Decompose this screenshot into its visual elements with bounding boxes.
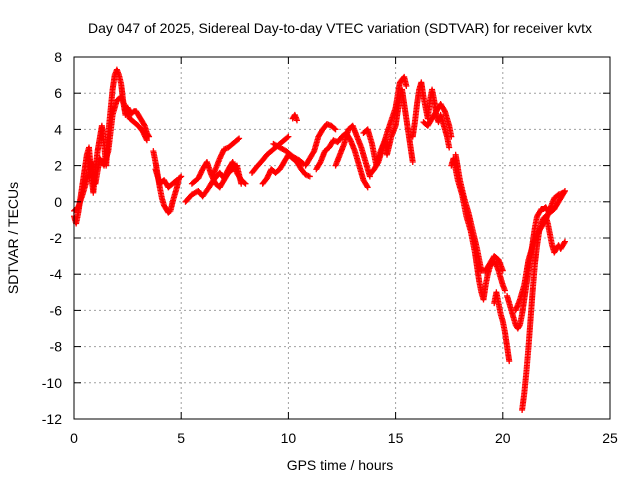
series-segment xyxy=(289,111,300,124)
x-tick-label: 0 xyxy=(70,430,78,446)
series-segment xyxy=(519,213,568,413)
data-point xyxy=(501,287,508,294)
data-point xyxy=(285,133,292,140)
y-axis-label: SDTVAR / TECUs xyxy=(5,182,21,294)
y-tick-label: 4 xyxy=(54,121,62,137)
x-tick-label: 10 xyxy=(281,430,297,446)
data-point xyxy=(141,121,148,128)
data-point xyxy=(516,323,523,330)
data-point xyxy=(506,358,513,365)
y-tick-label: -4 xyxy=(50,266,63,282)
series-segment xyxy=(512,189,566,314)
data-point xyxy=(499,267,506,274)
series-segment xyxy=(420,101,455,140)
data-point xyxy=(306,173,313,180)
axis-ticks: 0 5 10 15 20 25 -12 -10 -8 -6 -4 -2 0 2 4 6 8 xyxy=(42,49,618,446)
y-tick-label: -12 xyxy=(42,411,62,427)
data-point xyxy=(310,149,317,156)
data-point xyxy=(178,173,185,180)
data-point xyxy=(235,136,242,143)
data-point xyxy=(559,189,566,196)
y-tick-label: 0 xyxy=(54,194,62,210)
data-point xyxy=(236,135,243,142)
series-segment xyxy=(302,120,339,169)
data-point xyxy=(409,158,416,165)
data-point xyxy=(403,82,410,89)
grid-lines xyxy=(74,57,610,419)
data-point xyxy=(448,133,455,140)
data-point xyxy=(177,174,184,181)
x-tick-label: 25 xyxy=(602,430,618,446)
y-tick-label: -8 xyxy=(50,339,63,355)
data-point xyxy=(172,177,179,184)
data-point xyxy=(331,125,338,132)
y-tick-label: -2 xyxy=(50,230,63,246)
data-point xyxy=(284,134,291,141)
x-tick-label: 15 xyxy=(388,430,404,446)
x-tick-label: 20 xyxy=(495,430,511,446)
data-point xyxy=(173,177,180,184)
data-point xyxy=(238,180,245,187)
series-segment xyxy=(313,130,371,191)
y-tick-label: -6 xyxy=(50,302,63,318)
series-segment xyxy=(491,289,513,365)
data-point xyxy=(441,107,448,114)
y-tick-label: 6 xyxy=(54,85,62,101)
y-tick-label: -10 xyxy=(42,375,62,391)
series-segment xyxy=(210,135,243,178)
chart-title: Day 047 of 2025, Sidereal Day-to-day VTE… xyxy=(88,20,592,36)
y-tick-label: 8 xyxy=(54,49,62,65)
series-segment xyxy=(366,73,410,178)
series-segment xyxy=(270,140,307,167)
data-point xyxy=(364,183,371,190)
series-sdtvar xyxy=(71,66,568,413)
data-point xyxy=(561,238,568,245)
data-point xyxy=(446,144,453,151)
data-point xyxy=(332,126,339,133)
data-point xyxy=(374,160,381,167)
x-tick-label: 5 xyxy=(177,430,185,446)
data-points xyxy=(71,66,568,413)
series-segment xyxy=(409,79,453,151)
data-point xyxy=(293,117,300,124)
data-point xyxy=(143,137,150,144)
data-point xyxy=(364,184,371,191)
data-point xyxy=(561,239,568,246)
series-segment xyxy=(152,166,180,191)
series-segment xyxy=(452,151,506,274)
y-tick-label: 2 xyxy=(54,158,62,174)
x-axis-label: GPS time / hours xyxy=(287,457,394,473)
